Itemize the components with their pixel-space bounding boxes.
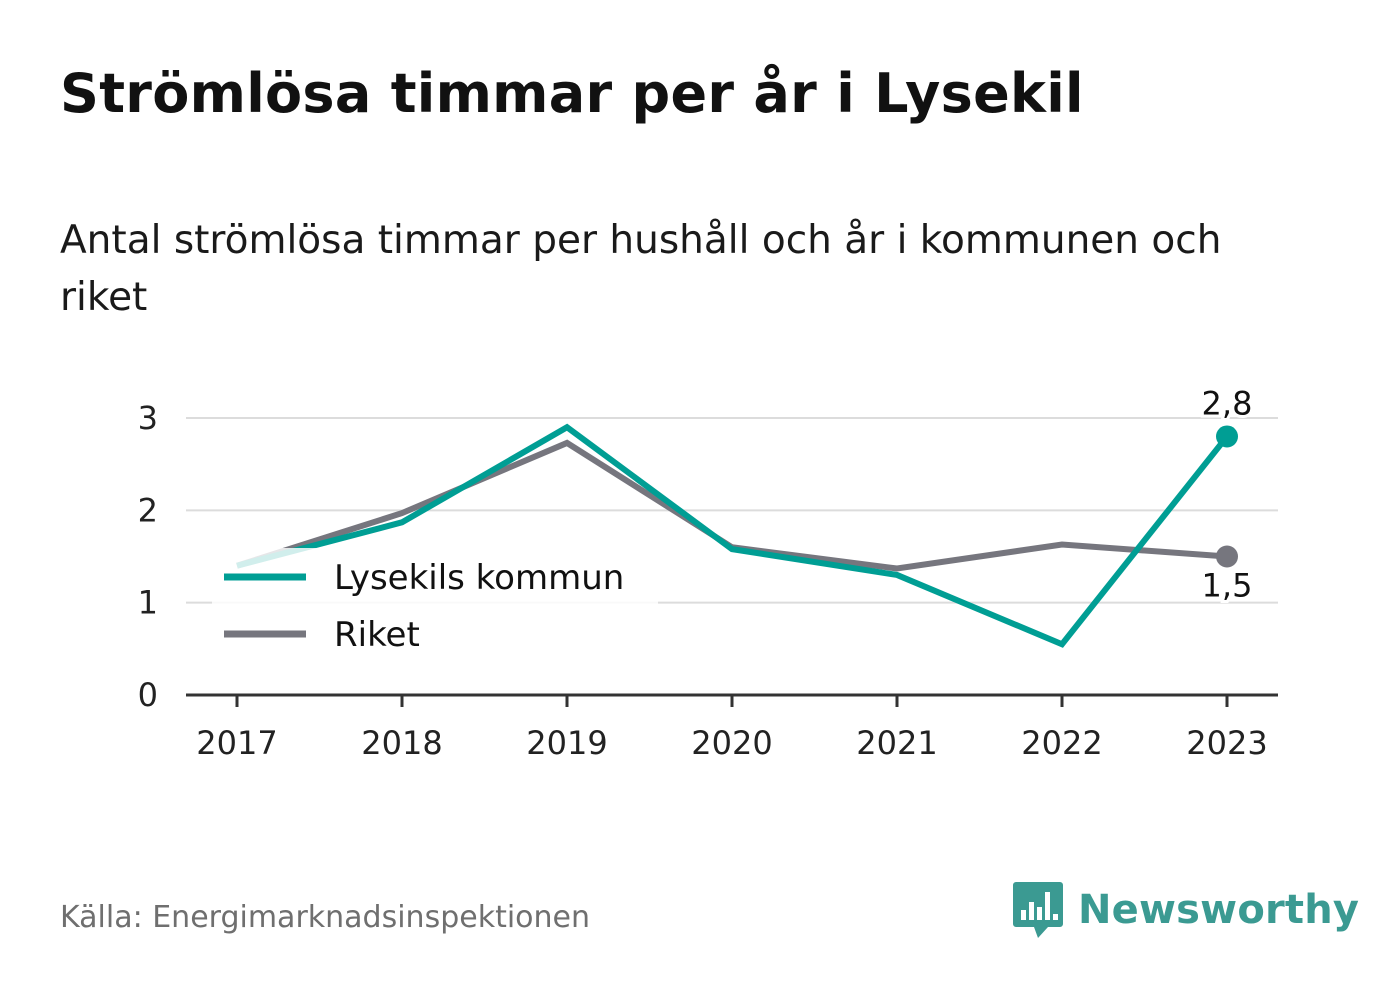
legend-backdrop — [212, 548, 658, 668]
chart-subtitle: Antal strömlösa timmar per hushåll och å… — [60, 218, 1222, 320]
chart-title: Strömlösa timmar per år i Lysekil — [60, 62, 1084, 125]
series-line-lysekil — [236, 423, 1230, 648]
x-tick-label: 2022 — [1021, 724, 1102, 762]
y-axis-ticks: 0 1 2 3 — [138, 399, 158, 714]
source-note: Källa: Energimarknadsinspektionen — [60, 900, 591, 935]
y-tick-label: 2 — [138, 491, 158, 529]
x-tick-label: 2019 — [526, 724, 607, 762]
y-tick-label: 3 — [138, 399, 158, 437]
y-tick-label: 0 — [138, 676, 158, 714]
brand-name: Newsworthy — [1078, 887, 1360, 933]
end-value-label: 1,5 — [1202, 567, 1253, 605]
legend-label: Lysekils kommun — [334, 558, 624, 598]
brand-logo: Newsworthy — [1012, 880, 1359, 940]
x-tick-label: 2017 — [196, 724, 277, 762]
series-lines — [236, 423, 1230, 648]
end-marker — [1216, 425, 1238, 448]
x-tick-label: 2021 — [856, 724, 937, 762]
x-tick-label: 2018 — [361, 724, 442, 762]
legend: Lysekils kommun Riket — [212, 548, 658, 668]
end-value-label: 2,8 — [1202, 384, 1253, 422]
x-axis: 2017 2018 2019 2020 2021 2022 2023 — [186, 693, 1278, 762]
newsworthy-logo-icon — [1013, 882, 1063, 938]
y-tick-label: 1 — [138, 584, 158, 622]
x-tick-label: 2020 — [691, 724, 772, 762]
end-markers: 2,8 1,5 — [1199, 381, 1256, 607]
end-marker — [1216, 545, 1238, 568]
x-tick-label: 2023 — [1186, 724, 1267, 762]
legend-label: Riket — [334, 615, 420, 655]
